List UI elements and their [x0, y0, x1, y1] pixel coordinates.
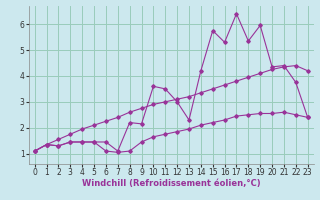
X-axis label: Windchill (Refroidissement éolien,°C): Windchill (Refroidissement éolien,°C) [82, 179, 260, 188]
